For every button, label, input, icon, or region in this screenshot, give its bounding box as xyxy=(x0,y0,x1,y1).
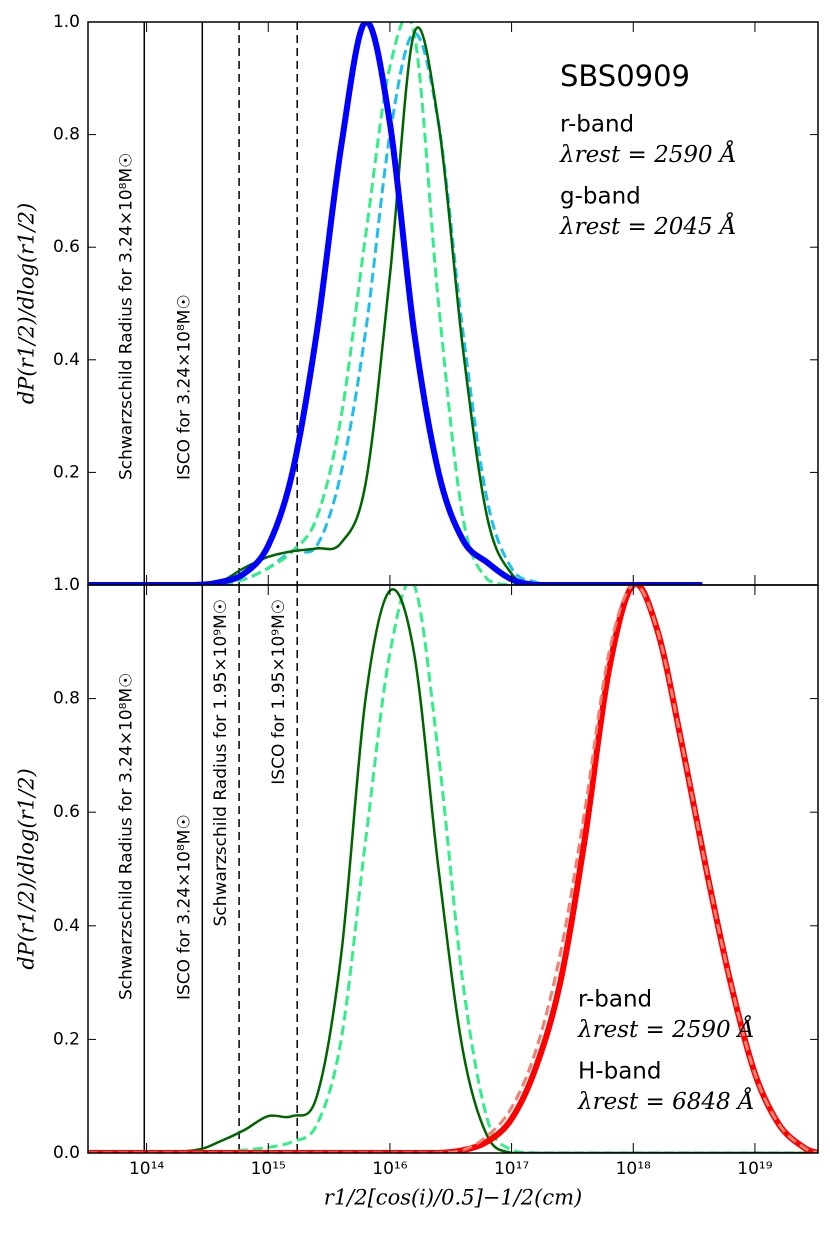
y-tick-label: 0.8 xyxy=(53,689,80,709)
y-tick-label: 0.0 xyxy=(53,1143,80,1163)
y-tick-label: 0.4 xyxy=(53,916,80,936)
y-tick-label: 0.2 xyxy=(53,1029,80,1049)
legend-label: r-band xyxy=(560,112,634,138)
y-tick-label: 0.4 xyxy=(53,350,80,370)
legend-sublabel: λrest = 6848 Å xyxy=(577,1087,755,1115)
y-tick-label: 0.2 xyxy=(53,462,80,482)
legend-sublabel: λrest = 2590 Å xyxy=(577,1015,755,1043)
reference-label: ISCO for 3.24×10⁸M☉ xyxy=(174,294,194,480)
x-tick-label: 10¹⁹ xyxy=(737,1159,772,1179)
y-tick-label: 0.6 xyxy=(53,802,80,822)
plot-frame xyxy=(87,21,819,586)
x-tick-label: 10¹⁴ xyxy=(129,1159,164,1179)
series-line xyxy=(88,585,818,1153)
plot-frame xyxy=(87,584,819,1154)
x-tick-label: 10¹⁵ xyxy=(251,1159,286,1179)
x-axis-label: r1/2[cos(i)/0.5]−1/2(cm) xyxy=(324,1186,582,1210)
reference-label: Schwarzschild Radius for 3.24×10⁸M☉ xyxy=(116,673,136,1000)
x-tick-label: 10¹⁸ xyxy=(616,1159,651,1179)
y-tick-label: 0.8 xyxy=(53,125,80,145)
chart-title: SBS0909 xyxy=(560,59,690,93)
series-line xyxy=(88,31,561,585)
y-tick-label: 1.0 xyxy=(53,575,80,595)
series-line xyxy=(88,22,561,585)
x-tick-label: 10¹⁷ xyxy=(494,1159,529,1179)
reference-label: Schwarzschild Radius for 1.95×10⁹M☉ xyxy=(211,599,231,926)
legend-sublabel: λrest = 2590 Å xyxy=(559,140,737,168)
y-axis-label: dP(r1/2)/dlog(r1/2) xyxy=(15,203,39,404)
reference-label: Schwarzschild Radius for 3.24×10⁸M☉ xyxy=(116,153,136,480)
legend-label: H-band xyxy=(578,1059,661,1085)
reference-label: ISCO for 1.95×10⁹M☉ xyxy=(269,599,289,785)
legend-sublabel: λrest = 2045 Å xyxy=(559,212,737,240)
series-line xyxy=(88,585,818,1153)
series-line xyxy=(88,585,818,1153)
legend-label: g-band xyxy=(560,184,641,210)
series-line xyxy=(88,26,561,585)
reference-label: ISCO for 3.24×10⁸M☉ xyxy=(174,814,194,1000)
y-tick-label: 0.6 xyxy=(53,237,80,257)
y-tick-label: 1.0 xyxy=(53,12,80,32)
series-line xyxy=(88,588,818,1153)
legend-label: r-band xyxy=(578,987,652,1013)
y-axis-label: dP(r1/2)/dlog(r1/2) xyxy=(15,768,39,969)
x-tick-label: 10¹⁶ xyxy=(372,1159,407,1179)
